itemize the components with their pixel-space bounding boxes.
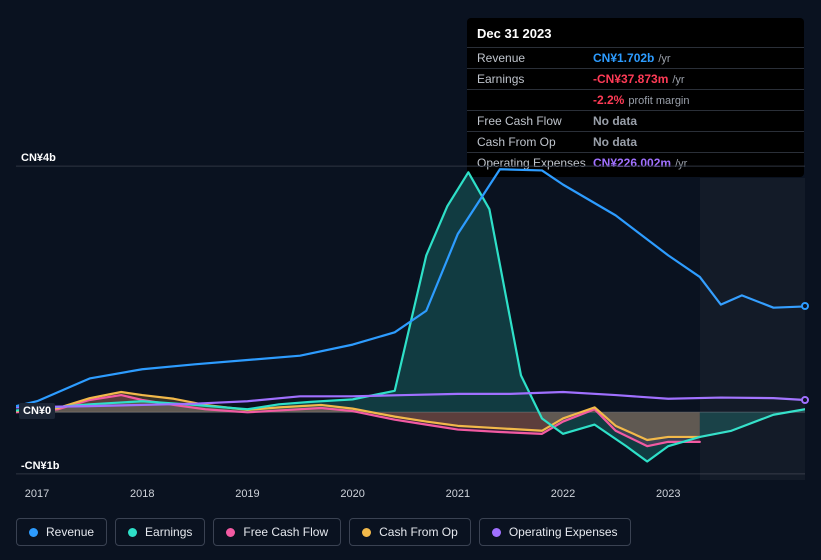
tooltip-row-value: -2.2%profit margin bbox=[593, 93, 690, 107]
legend-label: Free Cash Flow bbox=[243, 525, 328, 539]
chart-area: CN¥0CN¥4b-CN¥1b bbox=[16, 160, 805, 480]
x-tick-label: 2022 bbox=[551, 488, 575, 500]
tooltip-panel: Dec 31 2023 RevenueCN¥1.702b/yrEarnings-… bbox=[467, 18, 804, 177]
legend-row: Revenue Earnings Free Cash Flow Cash From O… bbox=[16, 518, 631, 546]
tooltip-row-value: CN¥1.702b/yr bbox=[593, 51, 671, 65]
tooltip-row: RevenueCN¥1.702b/yr bbox=[467, 47, 804, 68]
x-tick-label: 2020 bbox=[340, 488, 364, 500]
tooltip-row: -2.2%profit margin bbox=[467, 89, 804, 110]
tooltip-date: Dec 31 2023 bbox=[467, 24, 804, 47]
legend-swatch bbox=[226, 528, 235, 537]
legend-item-earnings[interactable]: Earnings bbox=[115, 518, 205, 546]
operating_expenses-end-marker bbox=[801, 396, 809, 404]
x-axis-labels: 2017 2018 2019 2020 2021 2022 2023 bbox=[16, 488, 805, 506]
legend-label: Operating Expenses bbox=[509, 525, 618, 539]
legend-item-free-cash-flow[interactable]: Free Cash Flow bbox=[213, 518, 341, 546]
tooltip-row: Cash From OpNo data bbox=[467, 131, 804, 152]
legend-swatch bbox=[492, 528, 501, 537]
tooltip-row-value: No data bbox=[593, 114, 637, 128]
tooltip-row-value: No data bbox=[593, 135, 637, 149]
x-tick-label: 2018 bbox=[130, 488, 154, 500]
legend-label: Cash From Op bbox=[379, 525, 458, 539]
y-tick-label: -CN¥1b bbox=[21, 460, 60, 472]
chart-svg bbox=[16, 160, 805, 480]
tooltip-row-label: Revenue bbox=[477, 51, 593, 65]
x-tick-label: 2019 bbox=[235, 488, 259, 500]
tooltip-row: Earnings-CN¥37.873m/yr bbox=[467, 68, 804, 89]
legend-item-cash-from-op[interactable]: Cash From Op bbox=[349, 518, 471, 546]
legend-label: Revenue bbox=[46, 525, 94, 539]
x-tick-label: 2023 bbox=[656, 488, 680, 500]
tooltip-row-label bbox=[477, 93, 593, 107]
legend-item-operating-expenses[interactable]: Operating Expenses bbox=[479, 518, 631, 546]
y-baseline-label: CN¥0 bbox=[19, 403, 55, 419]
tooltip-row-label: Cash From Op bbox=[477, 135, 593, 149]
tooltip-row-label: Free Cash Flow bbox=[477, 114, 593, 128]
revenue-end-marker bbox=[801, 302, 809, 310]
x-tick-label: 2017 bbox=[25, 488, 49, 500]
tooltip-row: Free Cash FlowNo data bbox=[467, 110, 804, 131]
legend-swatch bbox=[29, 528, 38, 537]
legend-item-revenue[interactable]: Revenue bbox=[16, 518, 107, 546]
legend-label: Earnings bbox=[145, 525, 192, 539]
y-tick-label: CN¥4b bbox=[21, 152, 56, 164]
x-tick-label: 2021 bbox=[446, 488, 470, 500]
legend-swatch bbox=[128, 528, 137, 537]
legend-swatch bbox=[362, 528, 371, 537]
tooltip-row-label: Earnings bbox=[477, 72, 593, 86]
tooltip-row-value: -CN¥37.873m/yr bbox=[593, 72, 685, 86]
